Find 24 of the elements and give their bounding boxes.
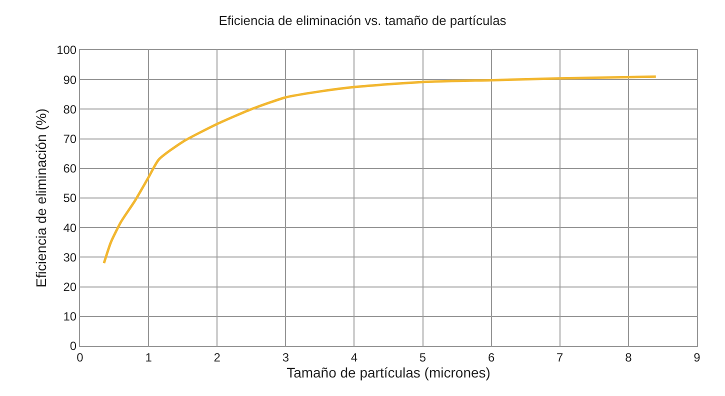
y-axis-title: Eficiencia de eliminación (%) (33, 108, 50, 288)
y-tick-label: 70 (63, 132, 77, 146)
x-tick-label: 2 (214, 350, 221, 364)
x-tick-label: 7 (556, 350, 564, 364)
line-series (102, 75, 658, 264)
y-tick-label: 90 (63, 72, 77, 87)
y-tick-label: 20 (63, 280, 77, 294)
x-axis-title: Tamaño de partículas (micrones) (286, 364, 490, 381)
y-tick-label: 40 (63, 220, 77, 235)
y-tick-label: 50 (63, 191, 77, 206)
x-tick-label: 3 (282, 350, 290, 364)
y-tick-label: 80 (63, 102, 77, 116)
y-tick-label: 100 (56, 43, 77, 58)
x-tick-label: 1 (145, 350, 152, 364)
y-tick-label: 60 (63, 162, 77, 176)
chart-title: Eficiencia de eliminación vs. tamaño de partículas (218, 12, 507, 28)
x-tick-label: 4 (350, 350, 358, 364)
x-tick-label: 5 (419, 350, 426, 364)
y-tick-label: 30 (63, 250, 77, 264)
x-tick-label: 8 (625, 350, 632, 364)
x-tick-label: 9 (694, 350, 701, 364)
x-tick-label: 6 (488, 350, 495, 364)
y-tick-label: 10 (63, 310, 77, 324)
y-tick-label: 0 (70, 339, 77, 354)
